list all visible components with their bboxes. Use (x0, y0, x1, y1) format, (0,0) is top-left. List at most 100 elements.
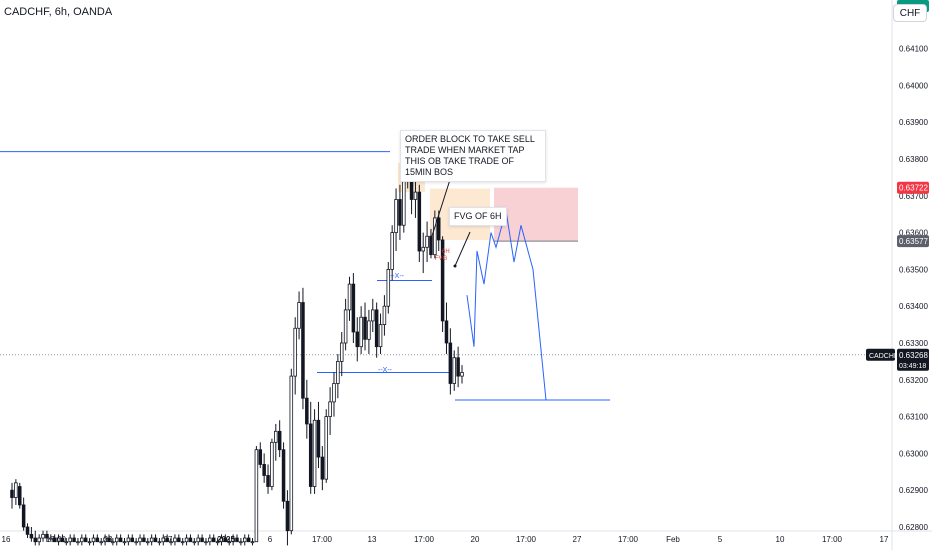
candle-body (80, 537, 84, 543)
candle-body (87, 541, 92, 544)
candle-body (316, 419, 321, 458)
x-tick-label: 16 (2, 535, 11, 544)
candle-body (211, 537, 216, 543)
candle-body (157, 541, 162, 544)
candle-body (444, 320, 449, 344)
candle-body (239, 541, 243, 544)
candle-body (429, 235, 433, 256)
candle-body (235, 537, 239, 543)
x-tick-label: 23 (104, 535, 113, 544)
candle-body (421, 246, 425, 252)
candle-body (417, 191, 422, 252)
y-tick-label: 0.63200 (899, 376, 928, 385)
projected-path (466, 210, 547, 401)
candle-body (200, 537, 204, 543)
candle-body (312, 419, 317, 487)
order-block-note[interactable]: ORDER BLOCK TO TAKE SELL TRADE WHEN MARK… (400, 130, 546, 182)
candle-body (374, 309, 379, 348)
candle-body (25, 526, 30, 535)
candle-body (382, 305, 387, 326)
candle-body (215, 541, 220, 544)
candle-body (433, 217, 437, 256)
current-price-label: 0.63268 (899, 351, 928, 360)
candle-body (223, 537, 228, 543)
candle-body (103, 537, 107, 543)
candle-body (64, 541, 69, 544)
current-symbol-bg (866, 348, 895, 361)
candle-body (76, 541, 80, 544)
candle-body (301, 302, 305, 399)
y-tick-label: 0.62900 (899, 486, 928, 495)
candle-body (180, 541, 185, 544)
x-tick-label: 17:00 (516, 535, 537, 544)
candle-body (173, 537, 177, 543)
candle-body (219, 537, 224, 543)
candle-body (33, 537, 38, 543)
candle-body (371, 309, 375, 322)
candle-body (184, 537, 189, 543)
y-tick-label: 0.63600 (899, 229, 928, 238)
candle-body (367, 320, 371, 340)
candle-body (305, 397, 309, 425)
candle-body (243, 537, 247, 543)
candle-body (41, 533, 45, 539)
candle-body (196, 537, 200, 543)
candle-body (339, 342, 344, 362)
candle-body (332, 383, 336, 403)
candle-body (281, 449, 286, 502)
target-price-label: 0.63145 (899, 0, 928, 2)
candle-body (37, 537, 41, 543)
candle-body (359, 316, 363, 348)
candle-body (347, 283, 352, 311)
candle-body (285, 500, 290, 532)
x-tick-label: 5 (718, 535, 723, 544)
current-symbol-label: CADCHF (869, 353, 898, 360)
candle-body (390, 232, 394, 270)
candle-body (91, 537, 96, 543)
candle-body (165, 537, 169, 543)
candle-body (351, 283, 356, 333)
candle-body (208, 537, 212, 543)
stop-loss-zone (494, 187, 578, 242)
x-tick-label: 17:00 (312, 535, 333, 544)
entry-price-label: 0.63577 (899, 237, 928, 246)
candle-body (130, 537, 135, 543)
x-tick-label: 17:00 (414, 535, 435, 544)
candle-body (270, 441, 274, 487)
candle-body (122, 541, 127, 544)
x-tick-label: 17:00 (618, 535, 639, 544)
candle-body (72, 537, 76, 543)
y-tick-label: 0.63300 (899, 339, 928, 348)
candle-body (21, 504, 26, 528)
candle-body (398, 199, 402, 226)
x-tick-label: 10 (776, 535, 785, 544)
bos-mark-lower: --X-- (378, 367, 392, 374)
fvg-callout-pointer (454, 231, 471, 267)
mini-fvg-label-1: 6H (442, 249, 450, 255)
x-tick-label: 13 (368, 535, 377, 544)
fvg-note[interactable]: FVG OF 6H (449, 207, 507, 226)
candle-body (440, 239, 445, 322)
symbol-title: CADCHF, 6h, OANDA (4, 6, 113, 18)
candle-body (18, 486, 22, 506)
candle-body (363, 316, 367, 340)
candle-body (293, 327, 297, 377)
y-tick-label: 0.63000 (899, 449, 928, 458)
y-tick-label: 0.64100 (899, 45, 928, 54)
candle-body (452, 357, 456, 384)
candle-body (126, 537, 131, 543)
currency-button[interactable]: CHF (893, 4, 927, 22)
candle-body (289, 375, 294, 532)
candle-body (277, 430, 282, 451)
candle-body (49, 537, 53, 540)
candle-body (68, 537, 72, 543)
candle-body (111, 541, 115, 544)
x-tick-label: 17 (880, 535, 889, 544)
candle-body (297, 302, 301, 329)
candle-body (436, 217, 441, 241)
candle-body (324, 416, 328, 480)
candle-body (231, 537, 235, 543)
y-tick-label: 0.63500 (899, 265, 928, 274)
